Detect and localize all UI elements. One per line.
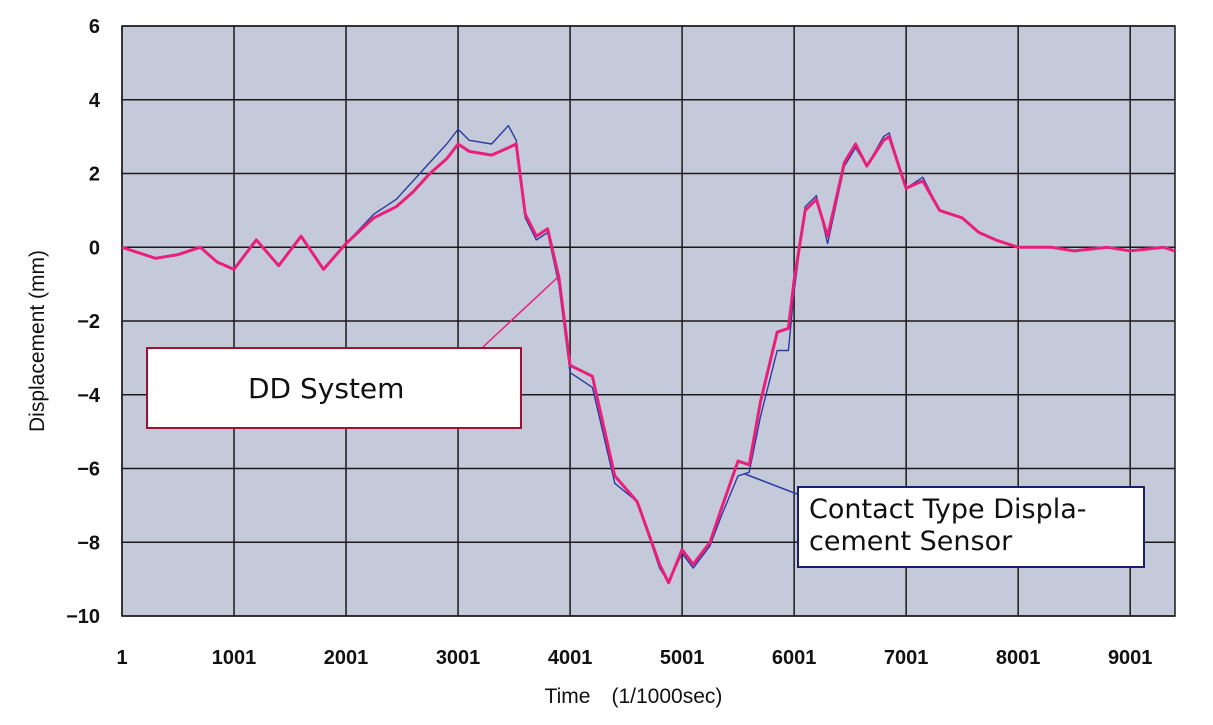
y-tick-label: −6 <box>77 459 100 481</box>
dd-system-leader <box>482 277 558 348</box>
grid-lines <box>121 25 1175 617</box>
x-tick-label: 8001 <box>996 647 1041 669</box>
series-lines <box>121 124 1176 585</box>
x-tick-label: 1 <box>116 647 127 669</box>
y-tick-label: −8 <box>77 532 100 554</box>
y-tick-labels: 6 4 2 0 −2 −4 −6 −8 −10 <box>66 16 101 628</box>
y-tick-label: 0 <box>89 237 100 259</box>
y-tick-label: 6 <box>89 16 100 38</box>
x-tick-label: 2001 <box>324 647 369 669</box>
y-tick-label: −10 <box>66 606 100 628</box>
x-tick-labels: 1 1001 2001 3001 4001 5001 6001 7001 8001 9001 <box>116 647 1152 669</box>
contact-sensor-callout: Contact Type Displa- cement Sensor <box>797 486 1145 568</box>
x-tick-label: 4001 <box>548 647 593 669</box>
x-axis-title: Time (1/1000sec) <box>545 685 723 708</box>
y-tick-label: 4 <box>89 90 101 112</box>
x-tick-label: 9001 <box>1108 647 1153 669</box>
y-tick-label: −4 <box>77 385 101 407</box>
y-tick-label: 2 <box>89 164 100 186</box>
y-axis-title: Displacement (mm) <box>26 250 49 432</box>
y-tick-label: −2 <box>77 311 100 333</box>
x-tick-label: 1001 <box>212 647 257 669</box>
x-tick-label: 7001 <box>884 647 929 669</box>
series-dd-system-line <box>121 135 1176 585</box>
x-tick-label: 3001 <box>436 647 481 669</box>
x-tick-label: 5001 <box>660 647 705 669</box>
x-tick-label: 6001 <box>772 647 817 669</box>
callout-leader-lines <box>482 277 798 495</box>
dd-system-callout: DD System <box>146 347 522 429</box>
contact-sensor-leader <box>744 473 798 495</box>
